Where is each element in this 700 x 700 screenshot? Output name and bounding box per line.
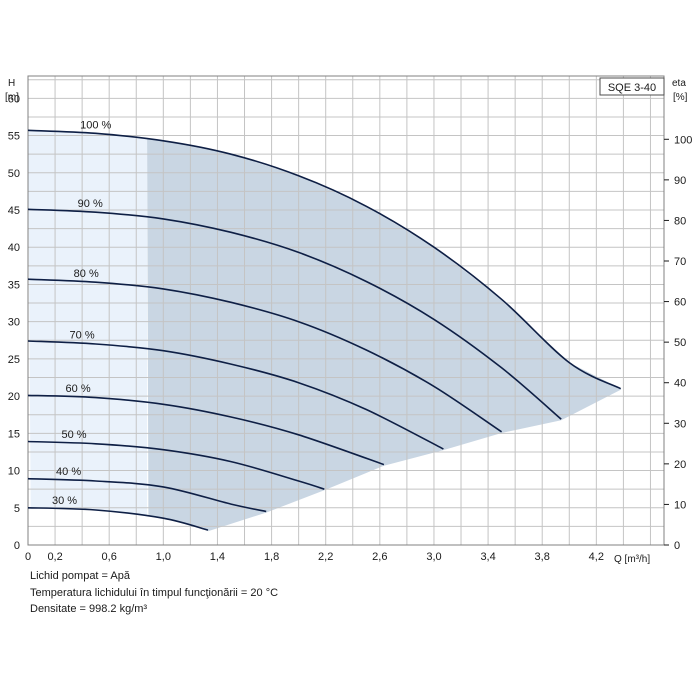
- y-tick-label: 0: [14, 540, 20, 552]
- curve-label-40-pct: 40 %: [56, 466, 81, 478]
- x-tick-label: 3,8: [535, 551, 550, 563]
- y2-tick-label: 40: [674, 378, 686, 390]
- bottom-axis: 0 0,2 0,6 1,0 1,4 1,8 2,2 2,6 3,0 3,4 3,8 4,2: [25, 551, 604, 563]
- curve-labels: 100 % 90 % 80 % 70 % 60 % 50 % 40 % 30 %: [52, 119, 112, 507]
- y-tick-label: 45: [8, 205, 20, 217]
- curve-80-pct: [27, 278, 503, 433]
- x-tick-label: 4,2: [589, 551, 604, 563]
- x-tick-label: 0,6: [102, 551, 117, 563]
- y-tick-label: 35: [8, 279, 20, 291]
- curve-90-pct: [27, 208, 562, 420]
- curve-50-pct: [27, 440, 325, 490]
- x-tick-label: 2,6: [372, 551, 387, 563]
- y-axis-label-symbol: H: [8, 78, 15, 89]
- model-box: [599, 77, 665, 96]
- curve-70-pct: [27, 340, 444, 450]
- curve-label-80-pct: 80 %: [74, 268, 99, 280]
- y-tick-label: 30: [8, 317, 20, 329]
- y2-tick-label: 100: [674, 134, 692, 146]
- y2-tick-label: 30: [674, 418, 686, 430]
- operating-region-light: [28, 130, 148, 517]
- y2-axis-label-unit: [%]: [673, 92, 688, 103]
- curve-label-50-pct: 50 %: [61, 429, 86, 441]
- plot-frame: [27, 75, 665, 546]
- y-tick-label: 40: [8, 242, 20, 254]
- grid-lines: [28, 76, 664, 545]
- curves: [27, 129, 622, 531]
- curve-label-90-pct: 90 %: [78, 198, 103, 210]
- x-tick-label: 2,2: [318, 551, 333, 563]
- right-axis: 0 10 20 30 40 50 60 70 80 90 100: [664, 134, 692, 552]
- x-tick-label: 1,8: [264, 551, 279, 563]
- curve-30-pct: [27, 507, 209, 531]
- x-tick-label: 0: [25, 551, 31, 563]
- y-tick-label: 50: [8, 168, 20, 180]
- model-title: SQE 3-40: [608, 82, 656, 94]
- curve-100-pct: [27, 129, 622, 390]
- y-axis-label-unit: [m]: [5, 92, 19, 103]
- y-tick-label: 55: [8, 131, 20, 143]
- y-tick-label: 20: [8, 391, 20, 403]
- y-tick-label: 10: [8, 466, 20, 478]
- curve-40-pct: [27, 477, 267, 513]
- x-axis-label: Q [m³/h]: [614, 554, 650, 565]
- x-tick-label: 1,4: [210, 551, 225, 563]
- curve-60-pct: [27, 394, 385, 466]
- y-tick-label: 60: [8, 93, 20, 105]
- y2-tick-label: 60: [674, 297, 686, 309]
- note-liquid: Lichid pompat = Apă: [30, 570, 130, 582]
- y2-tick-label: 90: [674, 175, 686, 187]
- x-tick-label: 3,0: [426, 551, 441, 563]
- note-temperature: Temperatura lichidului în timpul funcţio…: [30, 586, 279, 599]
- y2-tick-label: 20: [674, 459, 686, 471]
- x-tick-label: 1,0: [156, 551, 171, 563]
- curve-label-70-pct: 70 %: [70, 329, 95, 341]
- y-tick-label: 25: [8, 354, 20, 366]
- y2-tick-label: 10: [674, 499, 686, 511]
- y-tick-label: 15: [8, 428, 20, 440]
- curve-label-100-pct: 100 %: [80, 119, 111, 131]
- y2-tick-label: 70: [674, 256, 686, 268]
- y2-axis-label-symbol: eta: [672, 78, 686, 89]
- notes-block: Lichid pompat = Apă Temperatura lichidul…: [30, 568, 278, 618]
- left-axis: 0 5 10 15 20 25 30 35 40 45 50 55 60: [8, 93, 20, 552]
- note-density: Densitate = 998.2 kg/m³: [30, 603, 148, 615]
- curve-label-30-pct: 30 %: [52, 495, 77, 507]
- y2-tick-label: 0: [674, 540, 680, 552]
- y2-tick-label: 80: [674, 215, 686, 227]
- x-tick-label: 3,4: [480, 551, 495, 563]
- y-tick-label: 5: [14, 503, 20, 515]
- curve-label-60-pct: 60 %: [66, 383, 91, 395]
- y2-tick-label: 50: [674, 337, 686, 349]
- x-tick-label: 0,2: [47, 551, 62, 563]
